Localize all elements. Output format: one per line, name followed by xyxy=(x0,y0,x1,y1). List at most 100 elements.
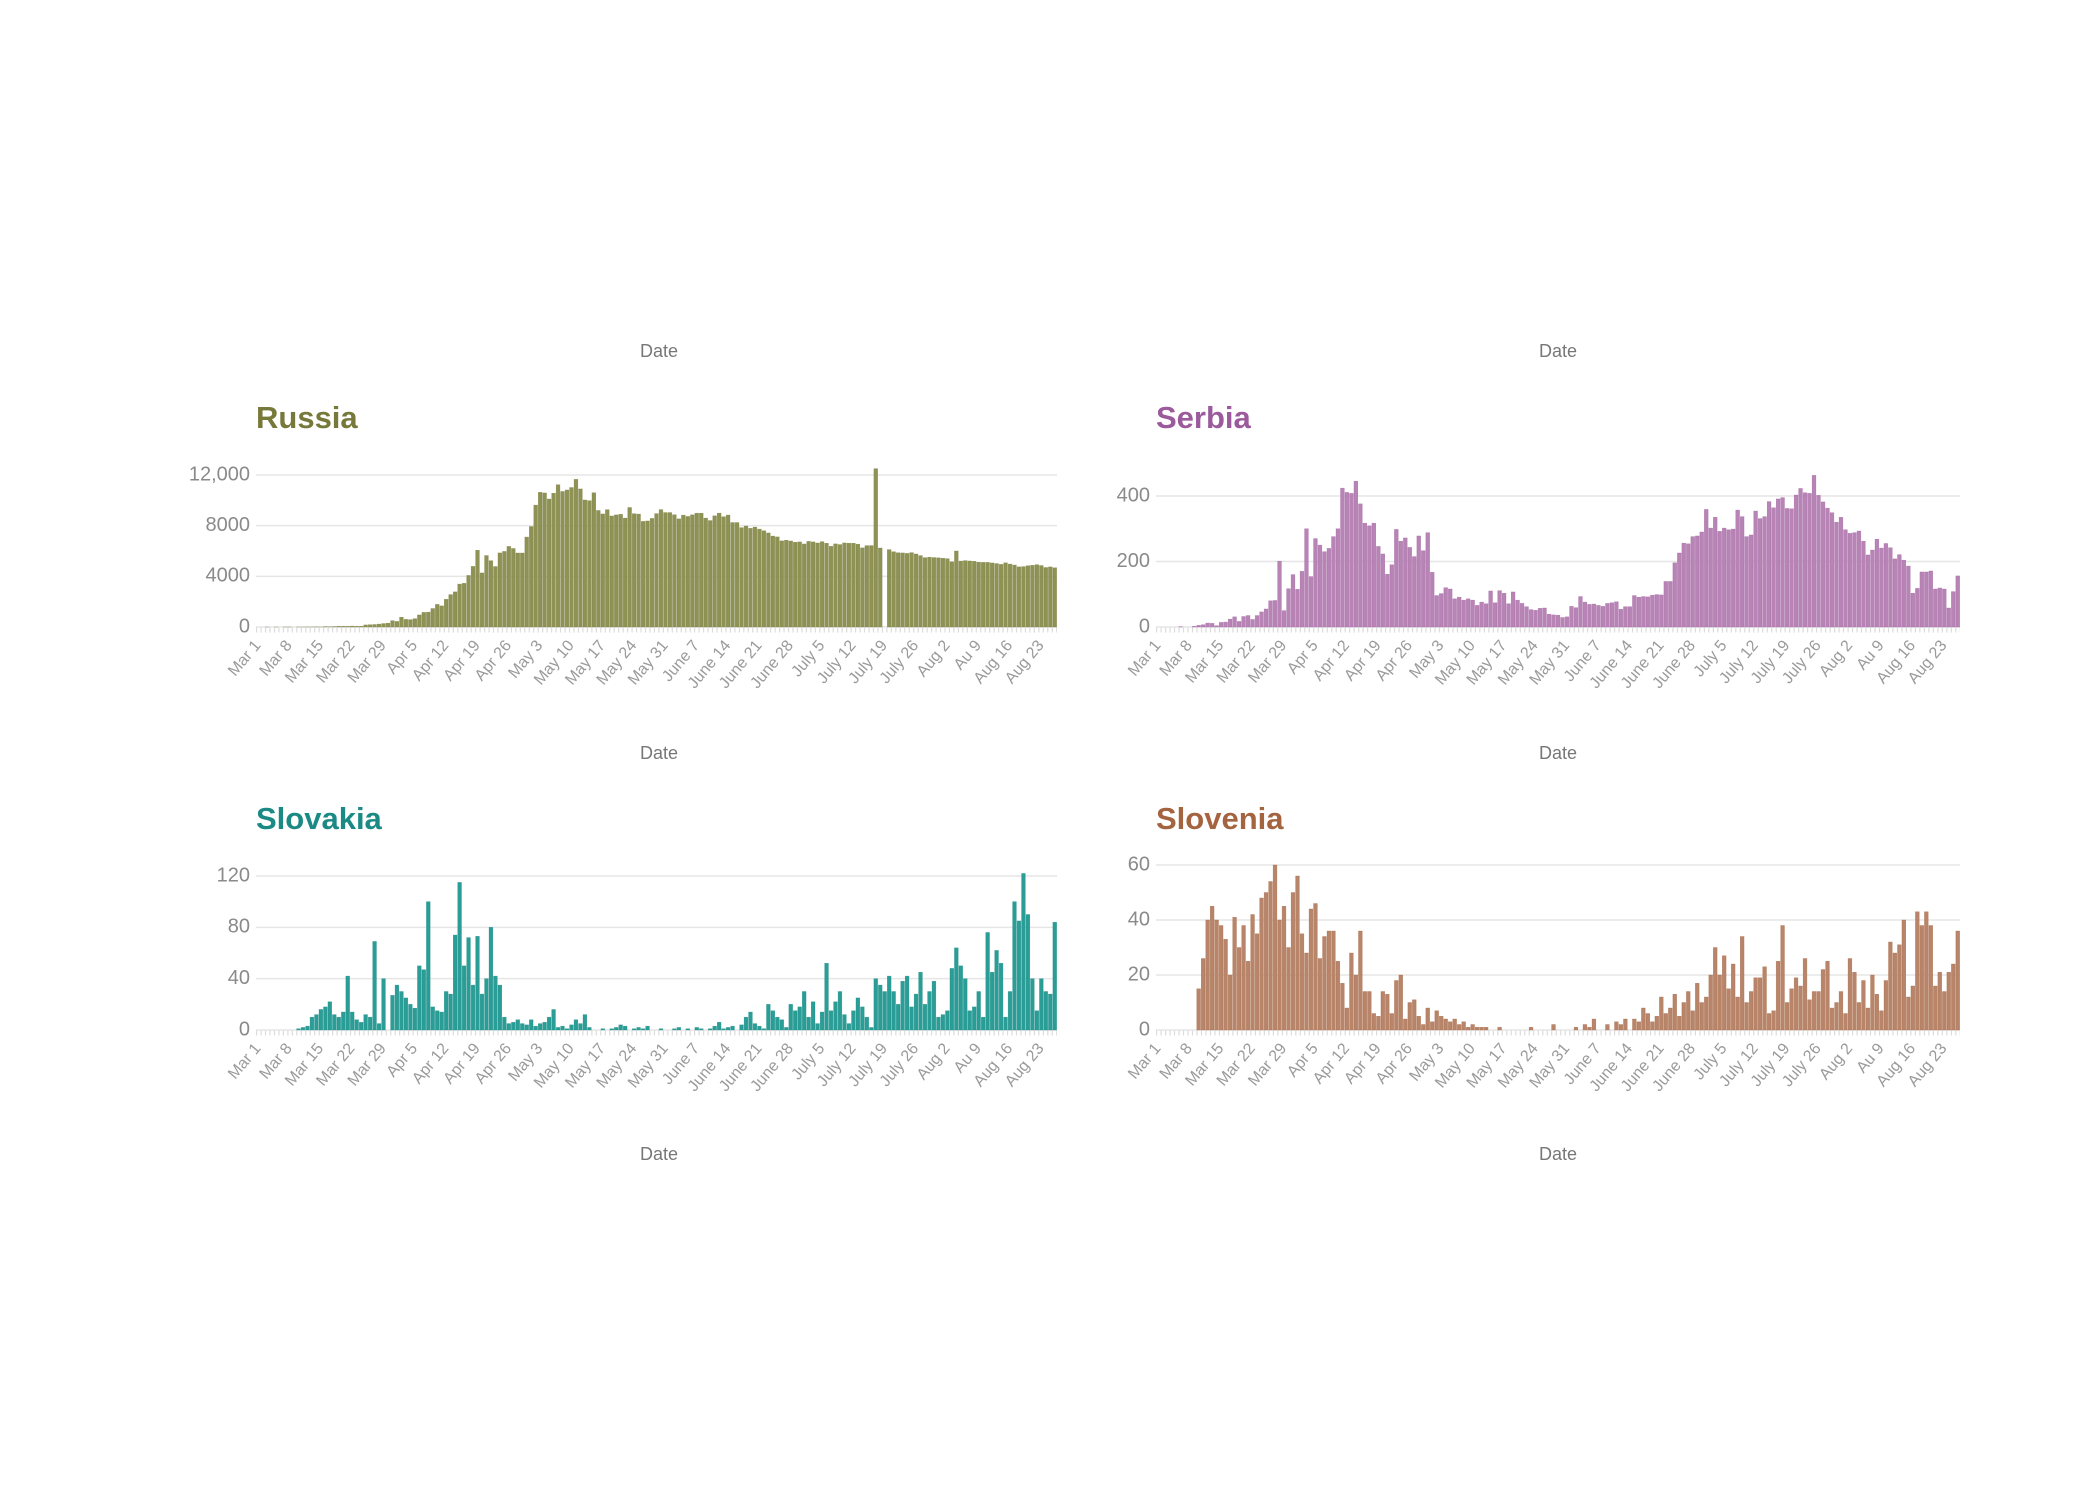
bar xyxy=(1021,873,1026,1031)
bar xyxy=(470,566,476,628)
bar xyxy=(913,993,919,1031)
bar xyxy=(376,623,382,628)
bar xyxy=(1865,554,1871,628)
bar xyxy=(300,1027,306,1031)
bar xyxy=(1385,574,1390,628)
bar xyxy=(752,526,758,628)
bar xyxy=(627,507,632,628)
y-tick-label: 60 xyxy=(1128,853,1150,875)
bar xyxy=(1039,978,1044,1031)
bar xyxy=(1250,619,1255,628)
bar xyxy=(305,1025,310,1031)
chart-title: Serbia xyxy=(1156,400,1252,435)
bar xyxy=(623,1025,628,1031)
bar xyxy=(636,1027,641,1031)
bar xyxy=(1034,564,1039,628)
bar xyxy=(1254,615,1260,628)
bar xyxy=(793,541,798,628)
bar xyxy=(1245,961,1251,1031)
bar xyxy=(1605,1024,1610,1031)
bar xyxy=(1919,571,1924,628)
bar xyxy=(743,1016,749,1031)
bar xyxy=(1551,614,1556,628)
bar xyxy=(506,1023,511,1031)
bar xyxy=(708,520,713,628)
bar xyxy=(989,972,995,1031)
bar xyxy=(1838,517,1844,628)
bar xyxy=(1353,481,1359,628)
bar xyxy=(1735,509,1740,628)
bar xyxy=(1371,1013,1376,1031)
bar xyxy=(1488,590,1493,628)
bar xyxy=(1879,1010,1884,1031)
bar xyxy=(815,542,820,628)
bar xyxy=(1349,952,1354,1031)
bar xyxy=(515,552,520,628)
bar xyxy=(555,1027,561,1031)
bar xyxy=(703,517,708,628)
bar xyxy=(1906,565,1911,628)
bar xyxy=(1533,610,1538,628)
bar xyxy=(1052,567,1057,628)
bar xyxy=(676,518,682,628)
bar xyxy=(475,936,480,1031)
bar xyxy=(922,1004,928,1031)
bar xyxy=(1928,570,1933,628)
bar xyxy=(676,1027,682,1031)
bar xyxy=(502,1016,507,1031)
bar xyxy=(1816,991,1821,1031)
bar xyxy=(1398,540,1403,628)
bar xyxy=(940,558,946,628)
bar xyxy=(882,991,887,1031)
bar xyxy=(1470,1024,1475,1031)
bar xyxy=(1650,594,1655,628)
bar xyxy=(1223,939,1228,1031)
bar xyxy=(1888,941,1893,1031)
bar xyxy=(918,555,923,628)
bar xyxy=(542,492,547,628)
bar xyxy=(1542,607,1547,628)
bar xyxy=(833,543,838,628)
bar xyxy=(1744,536,1749,628)
y-tick-label: 4000 xyxy=(206,565,251,587)
bar xyxy=(645,520,650,628)
bar xyxy=(1879,547,1884,628)
bar xyxy=(1753,977,1758,1031)
bar xyxy=(1910,985,1915,1031)
bar xyxy=(1232,616,1237,628)
bar xyxy=(1740,936,1745,1031)
bar xyxy=(1546,613,1552,628)
bar xyxy=(1618,1024,1624,1031)
bar xyxy=(1039,565,1044,628)
bar xyxy=(1335,528,1341,628)
bar xyxy=(412,618,417,628)
bar xyxy=(484,978,489,1031)
bar xyxy=(439,1011,444,1031)
x-axis-label: Date xyxy=(640,1144,678,1164)
bar xyxy=(1775,498,1781,628)
bar xyxy=(1847,533,1853,628)
bar xyxy=(1313,538,1318,628)
bar xyxy=(1717,531,1722,628)
bar xyxy=(640,1028,646,1031)
bar xyxy=(1757,977,1763,1031)
bar xyxy=(837,544,843,628)
bar xyxy=(1955,575,1960,628)
bar xyxy=(363,1014,368,1031)
bar xyxy=(296,1028,301,1031)
bar xyxy=(1901,559,1906,628)
bar xyxy=(1196,625,1201,628)
bar xyxy=(1942,588,1947,628)
bar xyxy=(1955,930,1960,1031)
bar xyxy=(1722,527,1727,628)
bar xyxy=(372,941,377,1031)
bar xyxy=(1403,537,1408,628)
bar xyxy=(1421,1024,1426,1031)
bar xyxy=(345,626,350,628)
bar xyxy=(533,504,538,628)
bar xyxy=(341,626,346,628)
bar xyxy=(864,545,869,628)
bar xyxy=(1870,549,1875,628)
bar xyxy=(461,583,467,628)
